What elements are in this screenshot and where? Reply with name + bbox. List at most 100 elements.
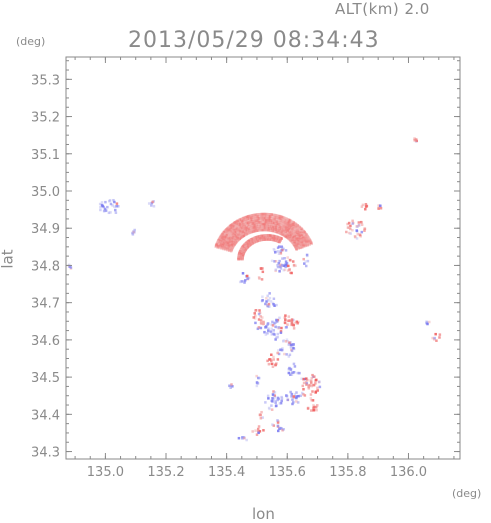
- echo-pixel: [271, 213, 275, 216]
- echo-pixel: [291, 402, 294, 406]
- echo-pixel: [359, 220, 363, 224]
- echo-pixel: [284, 314, 287, 317]
- echo-pixel: [276, 351, 279, 355]
- y-tick-label: 35.2: [31, 111, 60, 126]
- echo-pixel: [266, 331, 269, 335]
- echo-pixel: [273, 260, 276, 263]
- echo-pixel: [239, 258, 242, 261]
- echo-pixel: [218, 246, 221, 250]
- echo-pixel: [356, 232, 360, 236]
- echo-pixel: [277, 352, 281, 356]
- echo-pixel: [312, 409, 315, 412]
- echo-pixel: [272, 358, 275, 361]
- echo-pixel: [274, 260, 278, 263]
- echo-pixel: [285, 353, 288, 356]
- echo-pixel: [236, 231, 239, 234]
- echo-pixel: [257, 215, 261, 218]
- echo-pixel: [277, 252, 281, 256]
- echo-pixel: [268, 296, 272, 300]
- echo-pixel: [133, 228, 136, 232]
- echo-pixel: [259, 212, 263, 216]
- echo-pixel: [413, 137, 416, 140]
- echo-pixel: [276, 320, 279, 324]
- echo-pixel: [357, 224, 361, 227]
- echo-pixel: [287, 371, 291, 375]
- echo-pixel: [377, 206, 381, 210]
- echo-pixel: [285, 395, 289, 398]
- echo-pixel: [311, 390, 314, 393]
- echo-pixel: [109, 211, 112, 214]
- echo-pixel: [279, 265, 282, 268]
- echo-pixel: [282, 268, 285, 272]
- echo-pixel: [271, 324, 275, 327]
- echo-pixel: [257, 318, 261, 321]
- echo-pixel: [259, 416, 263, 420]
- echo-pixel: [288, 258, 292, 262]
- echo-pixel: [281, 263, 284, 267]
- echo-pixel: [360, 205, 364, 208]
- echo-pixel: [258, 430, 262, 433]
- echo-pixel: [361, 203, 365, 207]
- y-unit-label: (deg): [16, 35, 46, 48]
- echo-pixel: [299, 394, 302, 398]
- echo-pixel: [273, 251, 277, 254]
- echo-pixel: [257, 276, 261, 279]
- echo-pixel: [278, 316, 281, 320]
- echo-pixel: [298, 371, 301, 375]
- echo-pixel: [251, 430, 254, 433]
- echo-pixel: [257, 376, 261, 380]
- echo-pixel: [287, 264, 290, 268]
- echo-pixel: [413, 139, 416, 142]
- echo-pixel: [346, 226, 350, 229]
- echo-pixel: [303, 262, 306, 265]
- altitude-label: ALT(km) 2.0: [335, 0, 430, 18]
- echo-pixel: [279, 252, 283, 255]
- echo-pixel: [287, 315, 291, 318]
- echo-pixel: [275, 214, 279, 217]
- echo-pixel: [291, 398, 294, 401]
- y-tick-label: 34.4: [31, 408, 60, 423]
- y-tick-label: 34.9: [31, 222, 60, 237]
- echo-pixel: [252, 316, 256, 319]
- echo-pixel: [274, 404, 278, 408]
- echo-pixel: [292, 370, 296, 374]
- echo-pixel: [357, 224, 361, 227]
- echo-pixel: [289, 368, 293, 371]
- echo-pixel: [314, 391, 317, 394]
- x-unit-label: (deg): [452, 487, 482, 500]
- echo-pixel: [311, 383, 314, 387]
- echo-pixel: [308, 383, 311, 387]
- echo-pixel: [278, 245, 281, 248]
- echo-pixel: [227, 249, 231, 252]
- echo-pixel: [271, 215, 274, 218]
- echo-pixel: [273, 333, 276, 336]
- echo-pixel: [99, 208, 102, 212]
- echo-pixel: [289, 390, 292, 394]
- echo-pixel: [262, 212, 266, 216]
- echo-pixel: [272, 302, 275, 306]
- echo-pixel: [109, 202, 113, 206]
- echo-pixel: [262, 220, 266, 224]
- echo-pixel: [224, 248, 227, 251]
- echo-pixel: [292, 401, 295, 404]
- echo-pixel: [103, 207, 107, 211]
- echo-pixel: [292, 343, 295, 346]
- y-tick-label: 34.5: [31, 371, 60, 386]
- echo-pixel: [288, 268, 291, 271]
- echo-pixel: [267, 362, 271, 366]
- echo-pixel: [266, 394, 270, 398]
- echo-pixel: [284, 318, 287, 321]
- echo-pixel: [351, 219, 354, 223]
- echo-pixel: [296, 321, 299, 325]
- echo-pixel: [306, 259, 310, 263]
- echo-pixel: [271, 423, 274, 426]
- echo-pixel: [280, 399, 283, 403]
- echo-pixel: [254, 321, 257, 325]
- echo-pixel: [291, 235, 294, 239]
- echo-pixel: [285, 262, 289, 265]
- echo-pixel: [274, 336, 278, 340]
- echo-pixel: [292, 395, 296, 398]
- echo-pixel: [243, 436, 246, 440]
- echo-pixel: [256, 327, 260, 331]
- echo-pixel: [258, 413, 262, 417]
